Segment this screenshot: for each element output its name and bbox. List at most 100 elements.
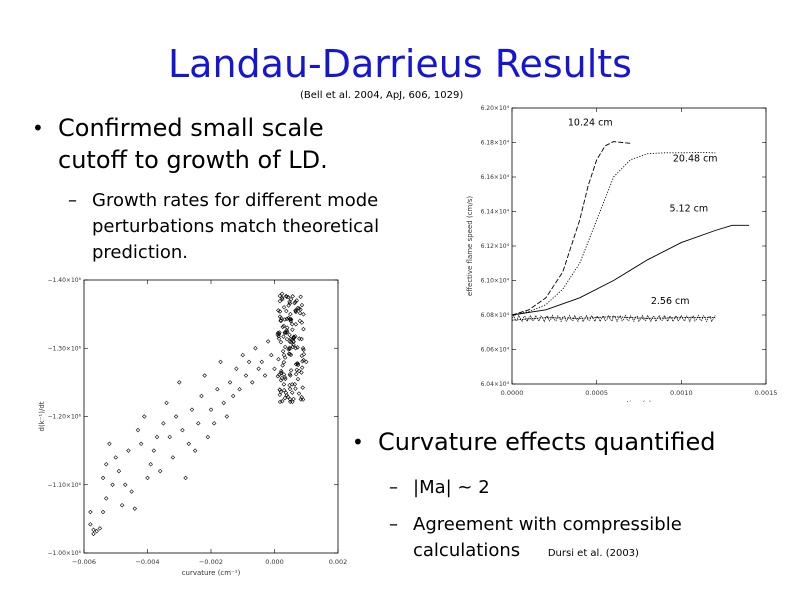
scatter-point [170,455,176,460]
bullet-1-line-1: Confirmed small scale [58,114,324,142]
scatter-cluster-point [289,339,294,345]
scatter-point [288,311,293,317]
scatter-cluster-point [289,337,295,342]
scatter-cluster-point [284,330,289,335]
scatter-point [91,531,96,537]
scatter-cluster-point [296,391,302,396]
scatter-cluster-point [278,389,284,395]
scatter-point [224,414,230,419]
scatter-point [269,352,274,358]
scatter-point [164,400,169,406]
x-tick-label: 0.002 [329,558,348,566]
scatter-point [253,346,258,351]
bullet-2-sub-1: – |Ma| ~ 2 [389,475,789,501]
scatter-point [288,373,293,378]
scatter-cluster-point [284,308,289,314]
scatter-cluster-point [295,361,301,366]
scatter-point [211,421,217,426]
scatter-point [218,359,223,365]
scatter-cluster-point [293,371,299,377]
bullet-2-sub-2: – Agreement with compressible calculatio… [389,512,794,567]
bullet-1-line-2: cutoff to growth of LD. [58,146,328,174]
scatter-cluster-point [288,368,294,373]
scatter-point [250,380,255,385]
scatter-cluster-point [277,298,283,304]
scatter-cluster-point [278,378,284,383]
scatter-point [88,522,93,527]
flame-speed-chart: 0.0000 0.0005 0.0010 0.0015 6.04×10⁴ 6.06×10⁴… [466,105,778,408]
curvature-scatter-chart: −0.006 −0.004 −0.002 0.000 0.002 −1.00×10⁶ −1.… [38,277,348,577]
scatter-cluster-point [284,328,289,333]
scatter-cluster-point [293,334,298,339]
series-oscillation [511,314,716,323]
scatter-cluster-point [281,387,287,393]
scatter-cluster-point [298,294,303,300]
bullet-dot: • [352,430,364,454]
scatter-cluster-point [281,372,287,377]
series-line [511,224,750,316]
scatter-cluster-point [276,331,282,337]
scatter-point [234,366,239,371]
bullet-1-sub-line-1: Growth rates for different mode [92,190,379,211]
scatter-cluster-point [284,316,290,322]
scatter-cluster-point [289,321,295,327]
scatter-point [231,393,236,399]
scatter-cluster-point [293,309,299,315]
scatter-cluster-point [299,353,305,358]
x-tick-label: 0.0005 [585,389,608,397]
scatter-cluster-point [294,361,300,366]
scatter-cluster-point [280,349,286,354]
scatter-cluster-point [296,368,302,374]
y-tick-label: 6.14×10⁴ [481,209,510,216]
scatter-cluster-point [277,293,283,299]
bullet-1-sub-line-2: perturbations match theoretical [92,216,380,237]
scatter-point [138,441,144,447]
scatter-point [205,434,211,440]
scatter-cluster-point [301,352,307,357]
scatter-point [196,421,201,426]
scatter-cluster-point [280,295,285,300]
scatter-point [161,421,166,426]
scatter-cluster-point [290,390,295,395]
scatter-cluster-point [277,309,283,314]
y-tick-label: 6.18×10⁴ [481,140,510,147]
series-line [511,316,716,321]
scatter-cluster-point [282,355,288,360]
scatter-point [116,468,122,474]
scatter-cluster-point [286,351,292,356]
scatter-point [123,482,128,487]
scatter-cluster-point [287,299,292,305]
scatter-point [208,407,214,412]
scatter-cluster-point [280,363,285,368]
scatter-cluster-point [287,397,293,402]
x-tick-label: 0.0015 [755,389,778,397]
scatter-point [186,441,191,447]
scatter-point [129,489,134,494]
scatter-point [107,441,112,447]
scatter-cluster-point [299,370,304,375]
scatter-point [304,359,309,365]
scatter-point [202,373,207,378]
scatter-point [142,414,147,419]
scatter-cluster-point [299,302,305,308]
scatter-point [91,527,96,533]
bullet-2-sub-2-line-1: Agreement with compressible [413,514,682,535]
scatter-cluster-point [284,336,290,342]
scatter-point [88,509,93,515]
scatter-cluster-point [278,339,284,345]
scatter-point [119,503,125,508]
scatter-point [148,462,153,467]
scatter-point [157,468,163,474]
scatter-point [215,386,220,392]
x-axis-label: time(s) [627,400,652,402]
scatter-point [173,414,179,419]
scatter-cluster-point [281,334,286,339]
y-tick-label: 6.20×10⁴ [481,105,510,112]
scatter-cluster-point [301,312,306,317]
slide-title: Landau-Darrieus Results [168,42,632,86]
scatter-cluster-point [286,303,291,308]
scatter-cluster-point [293,386,298,391]
scatter-cluster-point [282,317,288,322]
scatter-point [240,352,245,358]
scatter-cluster-point [299,320,305,325]
